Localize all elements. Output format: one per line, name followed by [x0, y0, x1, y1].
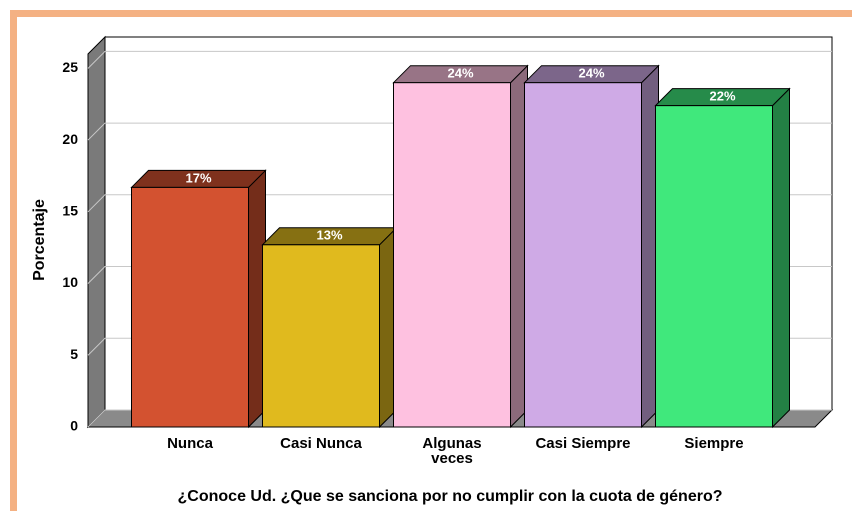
bar-front — [131, 186, 249, 428]
value-label: 13% — [316, 228, 342, 243]
x-tick-label: Casi Siempre — [535, 435, 631, 452]
left-wall — [87, 35, 106, 429]
value-label: 24% — [447, 66, 473, 81]
bar — [523, 64, 660, 429]
value-label: 24% — [578, 66, 604, 81]
x-tick-label: Siempre — [684, 435, 744, 452]
bar — [261, 226, 398, 429]
bar — [392, 64, 529, 429]
y-tick-label: 5 — [70, 346, 78, 362]
x-tick-label: Nunca — [167, 435, 213, 452]
frame-left — [10, 10, 17, 511]
x-tick-label: Algunas veces — [422, 435, 482, 467]
y-tick-label: 0 — [70, 418, 78, 434]
value-label: 22% — [709, 89, 735, 104]
y-tick-label: 20 — [62, 131, 78, 147]
y-axis-label: Porcentaje — [31, 199, 48, 281]
y-tick-label: 10 — [62, 274, 78, 290]
grid-line — [87, 50, 832, 69]
bar-front — [393, 82, 511, 428]
bar-front — [262, 244, 380, 428]
y-tick-label: 25 — [62, 59, 78, 75]
y-tick-label: 15 — [62, 203, 78, 219]
bar-side — [772, 87, 790, 429]
bar-front — [655, 105, 773, 428]
bar — [654, 87, 791, 429]
x-axis-label: ¿Conoce Ud. ¿Que se sanciona por no cump… — [178, 488, 723, 505]
value-label: 17% — [185, 170, 211, 185]
frame-top — [10, 10, 852, 17]
bar-front — [524, 82, 642, 428]
x-tick-label: Casi Nunca — [280, 435, 362, 452]
bar — [130, 169, 267, 429]
